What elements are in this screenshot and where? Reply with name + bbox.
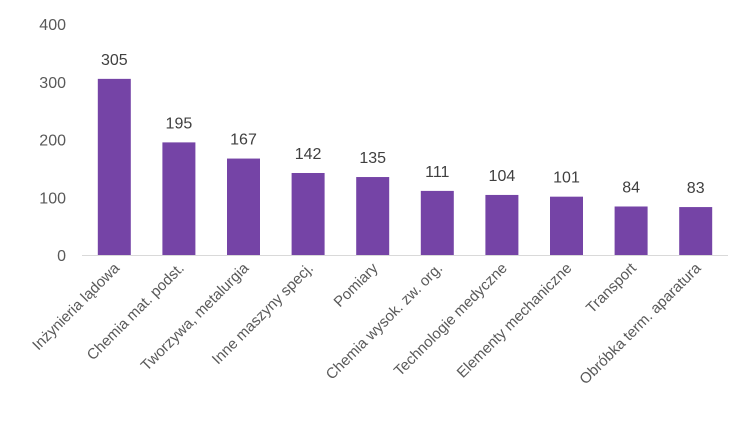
category-label: Technologie medyczne	[391, 260, 511, 380]
data-label: 111	[425, 164, 449, 181]
category-label: Obróbka term. aparatura	[576, 259, 705, 388]
category-label: Chemia wysok. zw. org.	[323, 260, 446, 383]
y-axis: 0 100 200 300 400	[39, 17, 66, 265]
data-labels: 305 195 167 142 135 111 104 101 84 83	[101, 52, 705, 197]
data-label: 83	[687, 180, 705, 197]
bar	[97, 78, 131, 255]
bar	[550, 196, 583, 255]
category-label: Tworzywa, metalurgia	[138, 259, 253, 374]
bar	[291, 172, 325, 255]
data-label: 195	[166, 115, 193, 132]
bar	[679, 207, 713, 255]
bar	[485, 194, 519, 255]
y-tick-label: 400	[39, 17, 66, 34]
bar	[420, 190, 454, 255]
y-tick-label: 300	[39, 75, 66, 92]
bar	[227, 158, 260, 255]
bar	[614, 206, 648, 255]
data-label: 305	[101, 52, 128, 69]
bar	[162, 142, 196, 255]
category-label: Transport	[583, 259, 641, 317]
data-label: 101	[553, 170, 580, 187]
y-tick-label: 0	[57, 248, 66, 265]
data-label: 84	[622, 179, 640, 196]
y-tick-label: 100	[39, 190, 66, 207]
y-tick-label: 200	[39, 133, 66, 150]
data-label: 167	[230, 132, 257, 149]
bar	[356, 177, 390, 255]
data-label: 135	[359, 150, 386, 167]
category-label: Pomiary	[331, 259, 382, 310]
data-label: 142	[295, 146, 322, 163]
bars	[97, 78, 713, 255]
data-label: 104	[489, 168, 516, 185]
category-label: Elementy mechaniczne	[454, 260, 576, 382]
